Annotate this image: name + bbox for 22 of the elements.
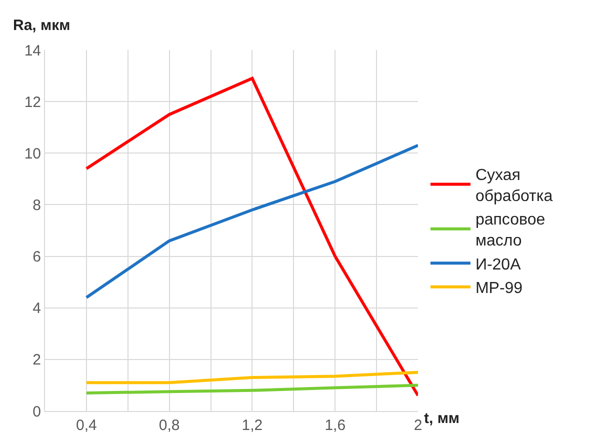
legend-label: рапсовое масло xyxy=(475,212,546,250)
line-series xyxy=(84,144,418,300)
y-tick-label: 2 xyxy=(32,352,41,369)
x-tick-label: 1,6 xyxy=(324,417,346,434)
x-tick-label: 0,4 xyxy=(76,417,97,434)
line-series xyxy=(84,76,418,398)
line-series xyxy=(84,370,418,384)
y-tick-label: 8 xyxy=(32,196,41,214)
y-tick-label: 0 xyxy=(32,403,41,420)
y-tick-label: 10 xyxy=(24,145,41,162)
legend-label: И-20А xyxy=(475,256,522,274)
y-tick-label: 14 xyxy=(24,42,41,60)
line-series xyxy=(84,384,418,394)
x-tick-label: 1,2 xyxy=(242,417,263,434)
y-tick-label: 12 xyxy=(24,94,41,111)
y-tick-label: 4 xyxy=(32,300,41,318)
x-tick-label: 0,8 xyxy=(158,417,180,434)
legend-label: МР-99 xyxy=(475,280,523,298)
x-tick-label: 2 xyxy=(414,417,422,434)
y-tick-label: 6 xyxy=(32,248,41,266)
x-axis-title: t, мм xyxy=(424,410,460,427)
y-axis-title: Ra, мкм xyxy=(13,17,70,34)
